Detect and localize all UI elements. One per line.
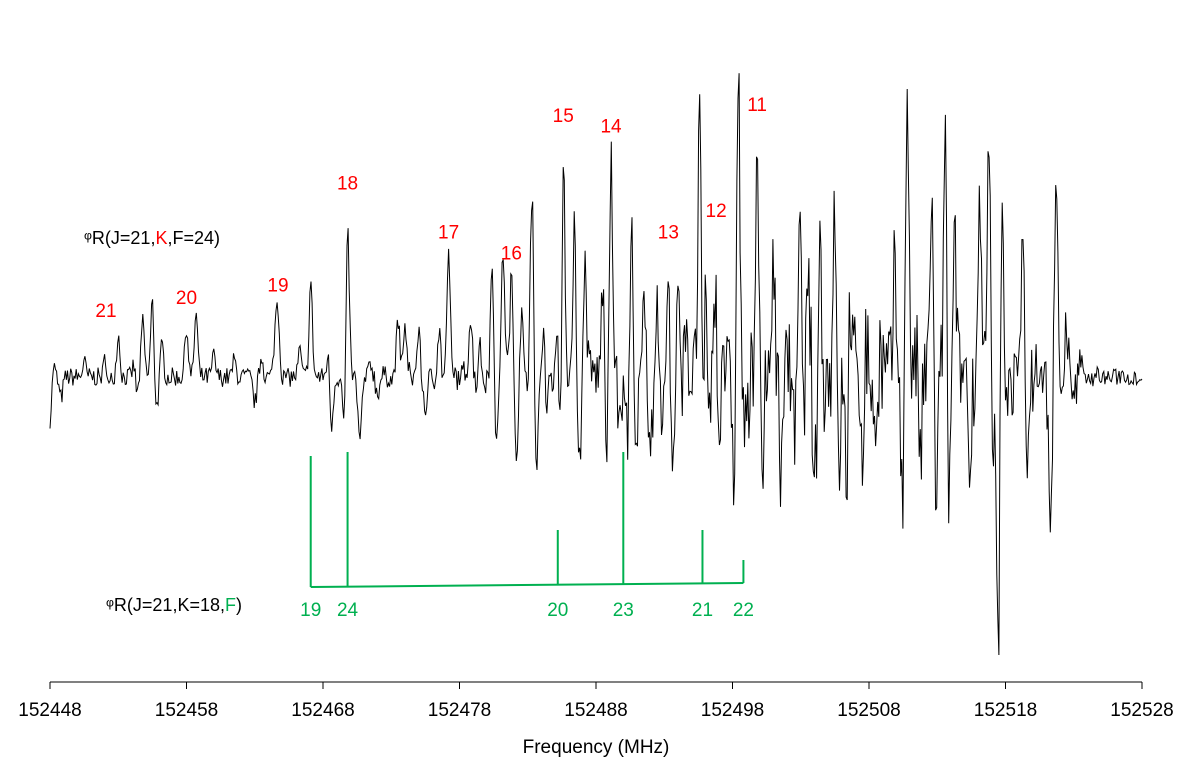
- f-assignment-stick-diagram: 19 24 20 23 21 22: [300, 452, 754, 621]
- f-label: 22: [733, 600, 754, 621]
- series-label-part: ᵠR(J=21,: [84, 228, 155, 248]
- x-tick-label: 152448: [18, 700, 81, 721]
- series-label-part: ): [236, 595, 242, 615]
- k-label: 18: [337, 174, 358, 195]
- series-label-part: K: [155, 228, 167, 248]
- k-label: 16: [501, 244, 522, 265]
- k-label: 15: [553, 106, 574, 127]
- k-label: 17: [438, 222, 459, 243]
- f-label: 21: [692, 600, 713, 621]
- k-label: 13: [658, 222, 679, 243]
- f-label: 24: [337, 600, 359, 621]
- k-label: 21: [95, 301, 116, 322]
- x-tick-label: 152528: [1110, 700, 1173, 721]
- k-label: 14: [600, 116, 622, 137]
- k-label: 20: [176, 288, 197, 309]
- x-tick-label: 152478: [428, 700, 491, 721]
- k-assignment-labels: 21 20 19 18 17 16 15 14 13 12 11: [95, 95, 767, 322]
- x-tick-label: 152508: [837, 700, 900, 721]
- k-label: 11: [747, 95, 767, 116]
- f-series-label: ᵠR(J=21,K=18,F): [106, 595, 242, 615]
- x-axis: 152448 152458 152468 152478 152488 152498 1525…: [18, 681, 1174, 721]
- spectrum-trace: [49, 73, 1143, 656]
- x-tick-label: 152458: [155, 700, 218, 721]
- x-tick-label: 152518: [974, 700, 1037, 721]
- k-series-label: ᵠR(J=21,K,F=24): [84, 228, 220, 248]
- series-label-part: ᵠR(J=21,K=18,: [106, 595, 225, 615]
- series-label-part: F: [225, 595, 236, 615]
- f-stick-baseline: [310, 582, 744, 588]
- f-label: 20: [547, 600, 568, 621]
- x-tick-label: 152488: [564, 700, 627, 721]
- k-label: 12: [706, 201, 727, 222]
- f-label: 19: [300, 600, 321, 621]
- spectrum-layer: [49, 73, 1143, 656]
- f-label: 23: [613, 600, 634, 621]
- series-label-part: ,F=24): [167, 228, 220, 248]
- x-axis-title: Frequency (MHz): [523, 737, 670, 758]
- x-tick-label: 152468: [291, 700, 354, 721]
- k-label: 19: [267, 275, 288, 296]
- x-tick-label: 152498: [701, 700, 764, 721]
